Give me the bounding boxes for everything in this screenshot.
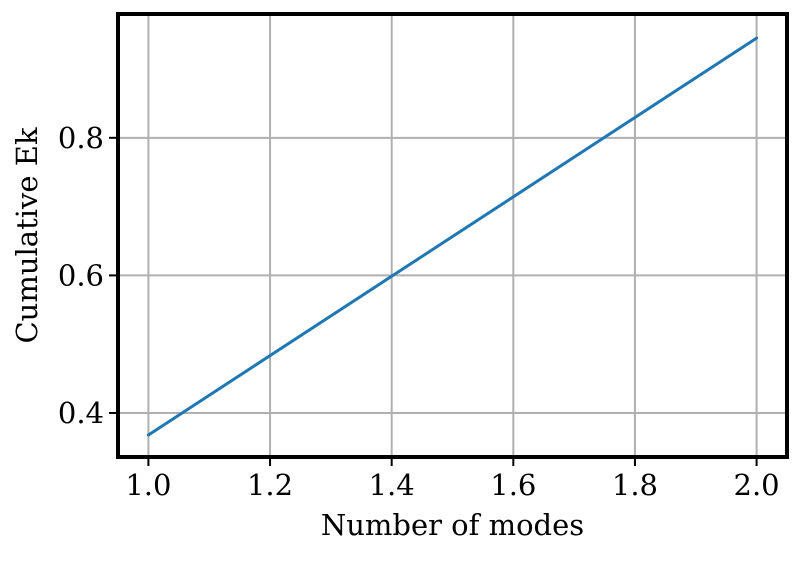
x-tick-label: 1.8 <box>612 468 658 502</box>
plot-frame <box>116 12 789 459</box>
x-tick-label: 1.4 <box>369 468 415 502</box>
series-line <box>146 36 759 437</box>
x-tick-label: 2.0 <box>734 468 780 502</box>
y-tick-label: 0.8 <box>58 121 104 155</box>
x-tick-label: 1.0 <box>125 468 171 502</box>
x-axis-label: Number of modes <box>321 508 584 542</box>
x-tick-label: 1.2 <box>247 468 293 502</box>
ticks: 1.0 1.2 1.4 1.6 1.8 2.0 0.4 0.6 0.8 <box>58 121 780 502</box>
y-tick-label: 0.6 <box>58 258 104 292</box>
x-tick-label: 1.6 <box>490 468 536 502</box>
y-axis-label: Cumulative Ek <box>10 127 44 343</box>
y-tick-label: 0.4 <box>58 396 104 430</box>
grid <box>118 14 787 457</box>
series-layer <box>146 36 759 437</box>
